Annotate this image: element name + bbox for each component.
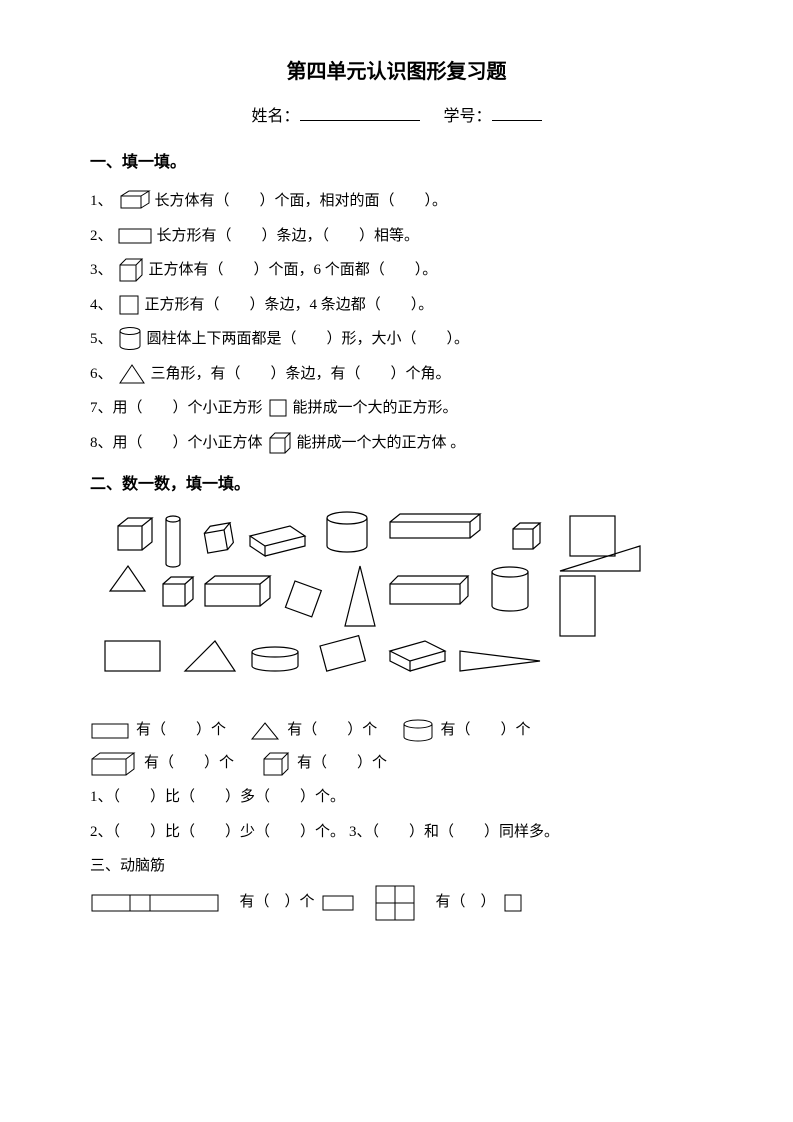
long-split-rect-icon	[90, 891, 220, 915]
small-rect-icon	[321, 893, 355, 913]
count-cuboid-icon	[90, 751, 138, 777]
q3: 3、 正方体有（ ）个面，6 个面都（ ）。	[90, 253, 703, 288]
q4-num: 4、	[90, 288, 113, 323]
count-cube-text: 有（ ）个	[297, 747, 387, 780]
section3-head-text: 三、动脑筋	[90, 849, 165, 884]
count-tri-text: 有（ ）个	[287, 714, 377, 747]
tiny-square-icon	[502, 892, 524, 914]
q7: 7、用（ ）个小正方形 能拼成一个大的正方形。	[90, 391, 703, 426]
section3-head: 三、动脑筋	[90, 849, 703, 884]
q2-text: 长方形有（ ）条边，（ ）相等。	[157, 219, 420, 254]
compare-2: 2、（ ）比（ ）少（ ）个。 3、（ ）和（ ）同样多。	[90, 815, 703, 850]
q8-text-a: 8、用（ ）个小正方体	[90, 426, 263, 461]
section1-head: 一、填一填。	[90, 148, 703, 172]
small-cube-icon	[267, 431, 293, 455]
q1-text: 长方体有（ ）个面，相对的面（ ）。	[155, 184, 448, 219]
q5: 5、 圆柱体上下两面都是（ ）形，大小（ ）。	[90, 322, 703, 357]
id-label: 学号：	[444, 108, 492, 125]
name-label: 姓名：	[251, 108, 299, 125]
id-blank[interactable]	[492, 120, 542, 121]
grid-2x2-icon	[374, 884, 416, 922]
compare-2b-text: 3、（ ）和（ ）同样多。	[349, 815, 559, 850]
q6: 6、 三角形，有（ ）条边，有（ ）个角。	[90, 357, 703, 392]
brain-a-text: 有（ ）个	[240, 886, 315, 919]
cylinder-icon	[117, 326, 143, 352]
compare-2a-text: 2、（ ）比（ ）少（ ）个。	[90, 815, 345, 850]
q2: 2、 长方形有（ ）条边，（ ）相等。	[90, 219, 703, 254]
q1-num: 1、	[90, 184, 113, 219]
count-rect-text: 有（ ）个	[136, 714, 226, 747]
q8: 8、用（ ）个小正方体 能拼成一个大的正方体 。	[90, 426, 703, 461]
count-cuboid-text: 有（ ）个	[144, 747, 234, 780]
count-row-1: 有（ ）个 有（ ）个 有（ ）个	[90, 714, 703, 747]
cube-icon	[117, 257, 145, 283]
compare-1-text: 1、（ ）比（ ）多（ ）个。	[90, 780, 345, 815]
small-square-icon	[267, 397, 289, 419]
compare-1: 1、（ ）比（ ）多（ ）个。	[90, 780, 703, 815]
brain-b-text: 有（ ）	[436, 886, 496, 919]
shape-collection	[90, 506, 650, 706]
q8-text-b: 能拼成一个大的正方体 。	[297, 426, 466, 461]
page-title: 第四单元认识图形复习题	[90, 55, 703, 84]
brain-row: 有（ ）个 有（ ）	[90, 884, 703, 922]
square-icon	[117, 293, 141, 317]
triangle-icon	[117, 362, 147, 386]
q5-num: 5、	[90, 322, 113, 357]
q6-num: 6、	[90, 357, 113, 392]
rectangle-icon	[117, 226, 153, 246]
worksheet-page: 第四单元认识图形复习题 姓名： 学号： 一、填一填。 1、 长方体有（ ）个面，…	[0, 0, 793, 1122]
q3-text: 正方体有（ ）个面，6 个面都（ ）。	[149, 253, 438, 288]
q4: 4、 正方形有（ ）条边，4 条边都（ ）。	[90, 288, 703, 323]
count-cube-icon	[261, 751, 291, 777]
count-cylinder-icon	[401, 719, 435, 743]
q2-num: 2、	[90, 219, 113, 254]
q7-text-b: 能拼成一个大的正方形。	[293, 391, 458, 426]
q1: 1、 长方体有（ ）个面，相对的面（ ）。	[90, 184, 703, 219]
name-blank[interactable]	[300, 120, 420, 121]
name-id-line: 姓名： 学号：	[90, 102, 703, 126]
q3-num: 3、	[90, 253, 113, 288]
q6-text: 三角形，有（ ）条边，有（ ）个角。	[151, 357, 451, 392]
q7-text-a: 7、用（ ）个小正方形	[90, 391, 263, 426]
q5-text: 圆柱体上下两面都是（ ）形，大小（ ）。	[147, 322, 470, 357]
count-rectangle-icon	[90, 720, 130, 742]
q4-text: 正方形有（ ）条边，4 条边都（ ）。	[145, 288, 434, 323]
count-cyl-text: 有（ ）个	[441, 714, 531, 747]
section2-head: 二、数一数，填一填。	[90, 470, 703, 494]
cuboid-3d-icon	[117, 188, 151, 214]
count-triangle-icon	[249, 720, 281, 742]
count-row-2: 有（ ）个 有（ ）个	[90, 747, 703, 780]
